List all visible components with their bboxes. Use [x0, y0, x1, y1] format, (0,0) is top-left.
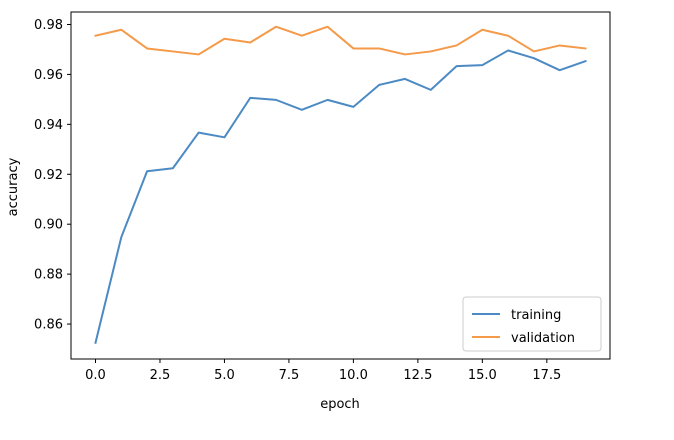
x-tick-label: 10.0: [339, 368, 368, 383]
x-axis-label: epoch: [320, 397, 360, 412]
x-tick-label: 2.5: [150, 368, 171, 383]
y-tick-label: 0.98: [34, 18, 63, 33]
y-tick-label: 0.92: [34, 168, 63, 183]
y-tick-label: 0.90: [34, 218, 63, 233]
x-tick-label: 7.5: [279, 368, 300, 383]
y-tick-label: 0.86: [34, 318, 63, 333]
legend: training validation: [462, 296, 602, 352]
y-axis-ticks: 0.86 0.88 0.90 0.92 0.94 0.96 0.98: [34, 18, 71, 333]
series-line-validation: [94, 25, 587, 56]
x-axis-ticks: 0.0 2.5 5.0 7.5 10.0 12.5 15.0 17.5: [85, 359, 561, 383]
plot-area: [94, 25, 587, 344]
axes-frame: [70, 11, 611, 360]
legend-label-validation: validation: [511, 331, 575, 346]
x-tick-label: 5.0: [214, 368, 235, 383]
x-tick-label: 17.5: [532, 368, 561, 383]
legend-label-training: training: [511, 308, 561, 323]
series-line-training: [94, 49, 587, 344]
y-axis-label: accuracy: [6, 157, 21, 216]
x-tick-label: 0.0: [85, 368, 106, 383]
y-tick-label: 0.96: [34, 68, 63, 83]
y-tick-label: 0.88: [34, 268, 63, 283]
x-tick-label: 15.0: [468, 368, 497, 383]
y-tick-label: 0.94: [34, 118, 63, 133]
x-tick-label: 12.5: [403, 368, 432, 383]
